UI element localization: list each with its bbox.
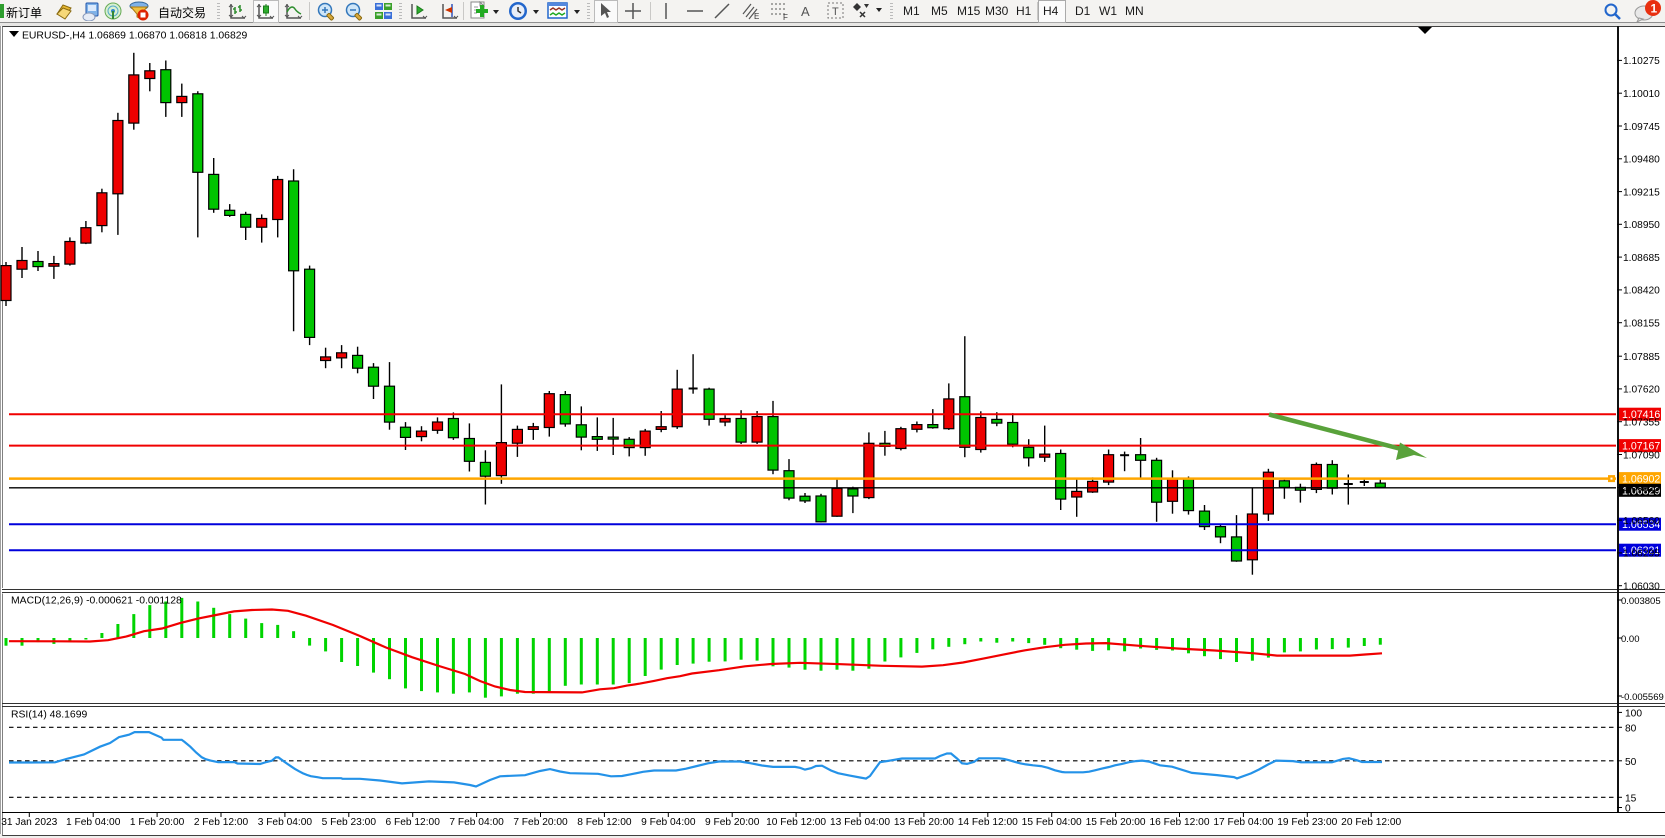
svg-text:1.07355: 1.07355 [1623, 418, 1660, 429]
svg-text:1.06902: 1.06902 [1622, 474, 1660, 486]
svg-text:1.07885: 1.07885 [1623, 352, 1660, 363]
svg-text:F: F [783, 13, 788, 21]
svg-text:5 Feb 23:00: 5 Feb 23:00 [322, 817, 377, 828]
svg-text:6 Feb 12:00: 6 Feb 12:00 [386, 817, 441, 828]
svg-text:1.06560: 1.06560 [1623, 516, 1660, 527]
svg-text:10 Feb 12:00: 10 Feb 12:00 [766, 817, 826, 828]
svg-text:16 Feb 12:00: 16 Feb 12:00 [1149, 817, 1209, 828]
svg-text:1 Feb 04:00: 1 Feb 04:00 [66, 817, 121, 828]
svg-text:15: 15 [1625, 793, 1637, 804]
svg-text:MACD(12,26,9) -0.000621 -0.001: MACD(12,26,9) -0.000621 -0.001128 [11, 596, 182, 607]
svg-text:1.06030: 1.06030 [1623, 582, 1660, 593]
svg-text:9 Feb 04:00: 9 Feb 04:00 [641, 817, 696, 828]
svg-text:50: 50 [1625, 757, 1637, 768]
svg-text:1: 1 [1651, 2, 1658, 16]
svg-text:1.07090: 1.07090 [1623, 450, 1660, 461]
svg-text:1.08155: 1.08155 [1623, 319, 1660, 330]
svg-text:1.07620: 1.07620 [1623, 385, 1660, 396]
svg-text:1.08685: 1.08685 [1623, 253, 1660, 264]
svg-text:9 Feb 20:00: 9 Feb 20:00 [705, 817, 760, 828]
svg-text:2 Feb 12:00: 2 Feb 12:00 [194, 817, 249, 828]
svg-text:1.10275: 1.10275 [1623, 56, 1660, 67]
svg-text:T: T [832, 6, 839, 18]
svg-text:3 Feb 04:00: 3 Feb 04:00 [258, 817, 313, 828]
svg-text:20 Feb 12:00: 20 Feb 12:00 [1341, 817, 1401, 828]
svg-text:RSI(14) 48.1699: RSI(14) 48.1699 [11, 710, 87, 721]
svg-text:1 Feb 20:00: 1 Feb 20:00 [130, 817, 185, 828]
svg-text:1.08420: 1.08420 [1623, 286, 1660, 297]
svg-text:13 Feb 04:00: 13 Feb 04:00 [830, 817, 890, 828]
svg-text:1.08950: 1.08950 [1623, 220, 1660, 231]
svg-text:15 Feb 04:00: 15 Feb 04:00 [1022, 817, 1082, 828]
svg-text:1.06295: 1.06295 [1623, 549, 1660, 560]
svg-text:EURUSD-,H4 1.06869 1.06870 1.: EURUSD-,H4 1.06869 1.06870 1.06818 1.068… [22, 31, 248, 42]
svg-text:7 Feb 04:00: 7 Feb 04:00 [449, 817, 504, 828]
svg-text:0.00: 0.00 [1621, 634, 1640, 645]
svg-text:19 Feb 23:00: 19 Feb 23:00 [1277, 817, 1337, 828]
svg-text:0.003805: 0.003805 [1621, 596, 1661, 607]
svg-text:1.07167: 1.07167 [1622, 441, 1660, 453]
svg-text:0: 0 [1625, 804, 1631, 815]
svg-text:17 Feb 04:00: 17 Feb 04:00 [1213, 817, 1273, 828]
svg-text:1.10010: 1.10010 [1623, 89, 1660, 100]
svg-text:-0.005569: -0.005569 [1621, 692, 1664, 703]
svg-text:7 Feb 20:00: 7 Feb 20:00 [513, 817, 568, 828]
svg-text:E: E [754, 12, 759, 21]
svg-text:1.09480: 1.09480 [1623, 155, 1660, 166]
svg-text:1.09215: 1.09215 [1623, 187, 1660, 198]
svg-text:100: 100 [1625, 708, 1642, 719]
svg-text:14 Feb 12:00: 14 Feb 12:00 [958, 817, 1018, 828]
svg-text:1.06825: 1.06825 [1623, 483, 1660, 494]
svg-text:1.06829: 1.06829 [1622, 485, 1660, 497]
svg-text:1.09745: 1.09745 [1623, 122, 1660, 133]
svg-text:1.06534: 1.06534 [1622, 519, 1660, 531]
svg-text:15 Feb 20:00: 15 Feb 20:00 [1086, 817, 1146, 828]
svg-text:80: 80 [1625, 723, 1637, 734]
svg-text:8 Feb 12:00: 8 Feb 12:00 [577, 817, 632, 828]
svg-text:1.06321: 1.06321 [1622, 545, 1660, 557]
svg-text:13 Feb 20:00: 13 Feb 20:00 [894, 817, 954, 828]
svg-text:1.07416: 1.07416 [1622, 409, 1660, 421]
svg-text:31 Jan 2023: 31 Jan 2023 [1, 817, 57, 828]
